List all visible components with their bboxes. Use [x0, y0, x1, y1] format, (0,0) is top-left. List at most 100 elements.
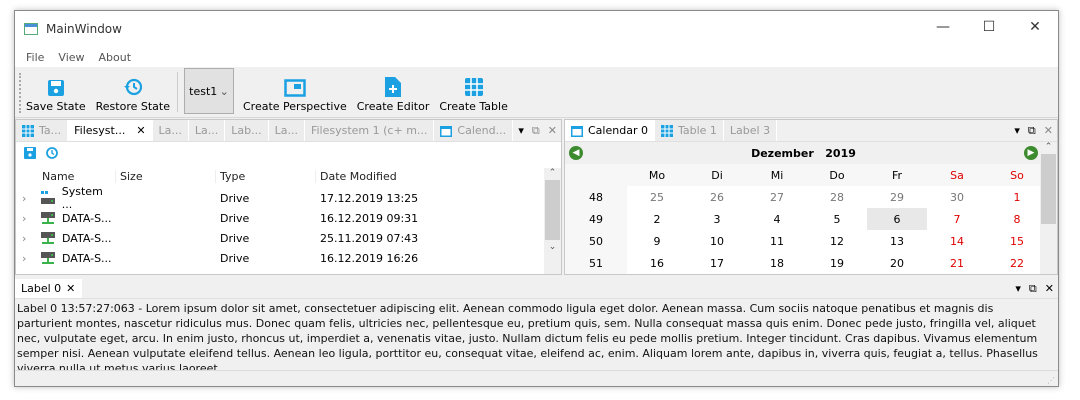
- table-row[interactable]: › DATA-S... Drive 16.12.2019 09:31: [16, 208, 561, 228]
- vertical-scrollbar[interactable]: ⌃: [1040, 142, 1057, 274]
- tab-calendar[interactable]: Calend...: [434, 120, 514, 141]
- table-icon: [660, 124, 673, 137]
- calendar-day[interactable]: 12: [830, 234, 844, 248]
- menu-bar: File View About: [15, 47, 1058, 67]
- create-table-button[interactable]: Create Table: [434, 77, 513, 117]
- calendar-day[interactable]: 27: [770, 190, 784, 204]
- week-number: 48: [565, 186, 627, 208]
- menu-view[interactable]: View: [58, 50, 85, 64]
- tab-label[interactable]: La...: [268, 120, 305, 141]
- menu-file[interactable]: File: [26, 50, 45, 64]
- calendar-day[interactable]: 16: [650, 256, 664, 270]
- create-editor-button[interactable]: Create Editor: [352, 77, 435, 117]
- calendar-day[interactable]: 10: [710, 234, 724, 248]
- calendar-day[interactable]: 30: [950, 190, 964, 204]
- calendar-day[interactable]: 20: [890, 256, 904, 270]
- calendar-day[interactable]: 3: [713, 212, 721, 226]
- maximize-button[interactable]: ☐: [982, 19, 996, 35]
- restore-state-button[interactable]: Restore State: [91, 77, 175, 117]
- tab-filesystem-1[interactable]: Filesystem 1 (c+ m...: [304, 120, 435, 141]
- calendar-day[interactable]: 9: [653, 234, 661, 248]
- calendar-day[interactable]: 5: [833, 212, 841, 226]
- perspective-icon: [284, 79, 306, 97]
- float-icon[interactable]: ⧉: [531, 124, 540, 137]
- tab-label-3[interactable]: Label 3: [723, 120, 778, 141]
- column-date-modified[interactable]: Date Modified: [320, 169, 397, 183]
- year-selector[interactable]: 2019: [825, 146, 856, 160]
- table-icon: [464, 78, 483, 96]
- tab-calendar-0[interactable]: Calendar 0: [565, 120, 655, 141]
- calendar-day[interactable]: 29: [890, 190, 904, 204]
- table-row[interactable]: › DATA-S... Drive 16.12.2019 16:26: [16, 248, 561, 268]
- tabs-menu-icon[interactable]: ▾: [1014, 124, 1020, 137]
- save-icon[interactable]: [24, 147, 36, 159]
- table-icon: [22, 124, 34, 137]
- table-row[interactable]: › DATA-S... Drive 25.11.2019 07:43: [16, 228, 561, 248]
- date-cell: 16.12.2019 16:26: [320, 251, 419, 265]
- vertical-scrollbar[interactable]: ⌃ ⌄: [544, 168, 561, 274]
- tab-label-0[interactable]: Label 0 ✕: [15, 279, 83, 298]
- calendar-day[interactable]: 11: [770, 234, 784, 248]
- expand-icon[interactable]: ›: [22, 211, 27, 225]
- label-dock: Label 0 ✕ ▾ ⧉ ✕ Label 0 13:57:27:063 - Lore…: [15, 279, 1058, 375]
- calendar-day[interactable]: 19: [830, 256, 844, 270]
- tabs-menu-icon[interactable]: ▾: [1015, 282, 1021, 295]
- close-tab-icon[interactable]: ✕: [136, 124, 146, 137]
- close-icon[interactable]: ✕: [547, 124, 557, 137]
- column-size[interactable]: Size: [116, 169, 216, 183]
- calendar-dock: Calendar 0 Table 1 Label 3 ▾ ⧉ ✕ ◀ Dezembe…: [564, 119, 1058, 275]
- column-type[interactable]: Type: [216, 169, 316, 183]
- calendar-day[interactable]: 7: [953, 212, 961, 226]
- close-button[interactable]: ✕: [1029, 19, 1041, 35]
- minimize-button[interactable]: —: [936, 19, 950, 35]
- next-month-button[interactable]: ▶: [1024, 146, 1038, 160]
- calendar-day[interactable]: 22: [1010, 256, 1024, 270]
- network-drive-icon: [41, 232, 55, 244]
- tab-label[interactable]: Lab...: [225, 120, 269, 141]
- create-perspective-button[interactable]: Create Perspective: [238, 79, 352, 117]
- perspective-combo[interactable]: test1 ⌄: [183, 68, 234, 114]
- close-icon[interactable]: ✕: [1044, 282, 1054, 295]
- tab-label[interactable]: La...: [188, 120, 226, 141]
- calendar-day[interactable]: 17: [710, 256, 724, 270]
- calendar-day[interactable]: 15: [1010, 234, 1024, 248]
- tab-label[interactable]: La...: [152, 120, 189, 141]
- column-name[interactable]: Name: [38, 169, 116, 183]
- calendar-day[interactable]: 14: [950, 234, 964, 248]
- app-icon: [24, 23, 38, 35]
- size-grip[interactable]: ⋰: [1047, 376, 1055, 385]
- calendar-day[interactable]: 2: [653, 212, 661, 226]
- calendar-day[interactable]: 18: [770, 256, 784, 270]
- expand-icon[interactable]: ›: [22, 231, 27, 245]
- history-icon[interactable]: [44, 146, 58, 160]
- tab-filesystem[interactable]: Filesyst... ✕: [68, 120, 153, 141]
- float-icon[interactable]: ⧉: [1027, 124, 1036, 137]
- tab-table[interactable]: Ta...: [16, 120, 69, 141]
- calendar-day[interactable]: 25: [650, 190, 664, 204]
- calendar-day[interactable]: 28: [830, 190, 844, 204]
- tabs-menu-icon[interactable]: ▾: [518, 124, 524, 137]
- toolbar-grip[interactable]: [19, 73, 21, 113]
- calendar-day[interactable]: 1: [1013, 190, 1021, 204]
- float-icon[interactable]: ⧉: [1028, 282, 1037, 295]
- month-selector[interactable]: Dezember: [751, 146, 814, 160]
- calendar-day[interactable]: 8: [1013, 212, 1021, 226]
- type-cell: Drive: [220, 191, 250, 205]
- expand-icon[interactable]: ›: [22, 251, 27, 265]
- date-cell: 16.12.2019 09:31: [320, 211, 419, 225]
- close-tab-icon[interactable]: ✕: [66, 282, 76, 295]
- calendar-day[interactable]: 4: [773, 212, 781, 226]
- calendar-day[interactable]: 21: [950, 256, 964, 270]
- menu-about[interactable]: About: [98, 50, 132, 64]
- previous-month-button[interactable]: ◀: [569, 146, 583, 160]
- week-number: 49: [565, 208, 627, 230]
- close-icon[interactable]: ✕: [1043, 124, 1053, 137]
- expand-icon[interactable]: ›: [22, 191, 27, 205]
- calendar-day[interactable]: 13: [890, 234, 904, 248]
- calendar-day[interactable]: 6: [867, 208, 927, 230]
- day-of-week-header: So: [987, 164, 1047, 186]
- save-state-button[interactable]: Save State: [21, 79, 91, 117]
- tab-table-1[interactable]: Table 1: [654, 120, 724, 141]
- calendar-day[interactable]: 26: [710, 190, 724, 204]
- table-row[interactable]: › System ... Drive 17.12.2019 13:25: [16, 185, 561, 211]
